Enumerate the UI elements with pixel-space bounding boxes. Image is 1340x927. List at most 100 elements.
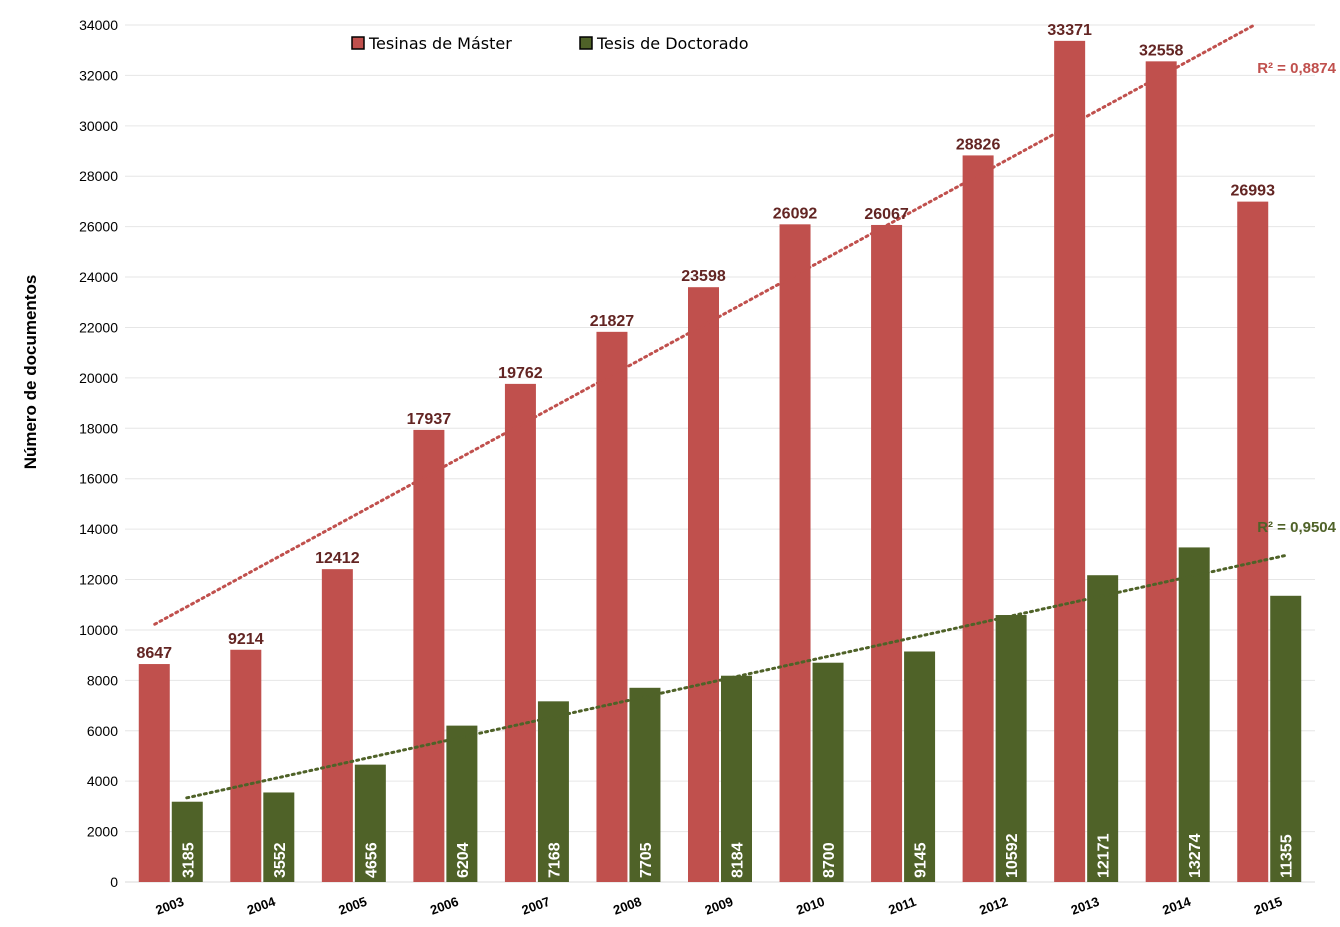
r2-label-master: R² = 0,8874 [1257, 60, 1336, 77]
y-tick-label: 30000 [79, 118, 118, 134]
legend-label-doctorado: Tesis de Doctorado [596, 34, 748, 53]
data-label-master-2015: 26993 [1230, 183, 1275, 200]
bar-master-2008 [596, 331, 628, 883]
legend-label-master: Tesinas de Máster [368, 34, 512, 53]
data-label-doctorado-2012: 10592 [1004, 833, 1021, 878]
legend: Tesinas de Máster Tesis de Doctorado [351, 34, 748, 53]
y-tick-label: 32000 [79, 67, 118, 83]
bar-doctorado-2014 [1178, 547, 1210, 882]
bar-doctorado-2015 [1270, 595, 1302, 882]
data-label-master-2013: 33371 [1047, 22, 1092, 39]
y-tick-label: 0 [110, 874, 118, 890]
y-tick-label: 18000 [79, 420, 118, 436]
trendlines [153, 24, 1287, 800]
y-tick-label: 6000 [87, 723, 118, 739]
trendline-master [153, 24, 1255, 626]
y-tick-label: 28000 [79, 168, 118, 184]
data-label-doctorado-2005: 4656 [363, 842, 380, 878]
bar-master-2013 [1054, 40, 1086, 883]
bar-master-2010 [779, 224, 811, 882]
bar-doctorado-2012 [995, 615, 1027, 882]
legend-swatch-doctorado [579, 36, 593, 50]
bar-master-2007 [504, 383, 536, 882]
data-label-doctorado-2011: 9145 [913, 842, 930, 878]
data-label-doctorado-2003: 3185 [180, 842, 197, 878]
x-tick-label: 2003 [153, 894, 185, 918]
bar-master-2009 [688, 287, 719, 882]
r2-label-doctorado: R² = 0,9504 [1257, 519, 1336, 536]
data-label-master-2005: 12412 [315, 550, 360, 567]
bar-master-2014 [1145, 61, 1177, 883]
bar-doctorado-2006 [446, 725, 478, 882]
y-tick-label: 24000 [79, 269, 118, 285]
data-label-master-2011: 26067 [864, 206, 909, 223]
y-tick-label: 10000 [79, 622, 118, 638]
data-label-master-2006: 17937 [407, 411, 452, 428]
data-label-master-2012: 28826 [956, 136, 1001, 153]
data-label-master-2010: 26092 [773, 205, 818, 222]
data-label-doctorado-2009: 8184 [730, 842, 747, 878]
y-tick-label: 16000 [79, 471, 118, 487]
y-axis: 0 2000 4000 6000 8000 10000 12000 14000 16000 180… [79, 17, 118, 890]
bar-doctorado-2011 [904, 651, 936, 882]
y-tick-label: 8000 [87, 672, 118, 688]
trendline-doctorado [185, 554, 1287, 800]
bar-master-2005 [321, 569, 353, 882]
x-tick-label: 2008 [611, 894, 643, 918]
x-tick-label: 2013 [1069, 894, 1101, 918]
legend-swatch-master [351, 36, 365, 50]
data-label-doctorado-2013: 12171 [1096, 833, 1113, 878]
bar-master-2004 [230, 649, 262, 882]
y-tick-label: 22000 [79, 319, 118, 335]
data-label-master-2008: 21827 [590, 313, 635, 330]
data-label-master-2014: 32558 [1139, 42, 1184, 59]
bar-doctorado-2004 [263, 792, 295, 882]
y-tick-label: 20000 [79, 370, 118, 386]
bar-doctorado-2009 [721, 675, 752, 882]
data-label-doctorado-2007: 7168 [546, 842, 563, 878]
bar-doctorado-2008 [629, 687, 661, 882]
data-label-doctorado-2006: 6204 [455, 842, 472, 878]
bar-doctorado-2010 [812, 662, 844, 882]
bar-doctorado-2003 [171, 801, 203, 882]
y-tick-label: 12000 [79, 572, 118, 588]
x-tick-label: 2014 [1160, 893, 1193, 917]
data-labels: 8647 3185 9214 3552 12412 4656 17937 6204 19762 7… [136, 22, 1295, 878]
x-tick-label: 2009 [703, 894, 735, 918]
x-tick-label: 2005 [337, 894, 369, 918]
x-tick-label: 2004 [245, 893, 278, 917]
data-label-master-2004: 9214 [228, 631, 264, 648]
y-tick-label: 34000 [79, 17, 118, 33]
bar-master-2015 [1237, 201, 1269, 882]
data-label-doctorado-2014: 13274 [1187, 833, 1204, 878]
x-tick-label: 2012 [977, 894, 1009, 918]
data-label-master-2009: 23598 [681, 268, 726, 285]
bar-doctorado-2005 [354, 764, 386, 882]
data-label-doctorado-2015: 11355 [1279, 834, 1296, 878]
y-tick-label: 4000 [87, 773, 118, 789]
data-label-doctorado-2008: 7705 [638, 842, 655, 878]
data-label-master-2003: 8647 [136, 645, 172, 662]
bar-doctorado-2007 [537, 701, 569, 882]
x-tick-label: 2007 [520, 894, 552, 918]
bar-doctorado-2013 [1087, 575, 1119, 882]
gridlines [125, 24, 1315, 883]
x-axis: 2003 2004 2005 2006 2007 2008 2009 2010 2011 2012… [153, 893, 1284, 917]
data-label-doctorado-2010: 8700 [821, 842, 838, 878]
bar-master-2006 [413, 429, 445, 882]
y-tick-label: 14000 [79, 521, 118, 537]
bar-master-2011 [871, 224, 903, 883]
x-tick-label: 2010 [794, 894, 826, 918]
bar-master-2003 [138, 664, 170, 882]
x-tick-label: 2011 [886, 894, 918, 918]
x-tick-label: 2015 [1252, 894, 1284, 918]
data-label-doctorado-2004: 3552 [272, 842, 289, 878]
bar-master-2012 [962, 155, 994, 883]
y-axis-label: Número de documentos [21, 275, 40, 470]
data-label-master-2007: 19762 [498, 365, 543, 382]
y-tick-label: 2000 [87, 824, 118, 840]
y-tick-label: 26000 [79, 219, 118, 235]
x-tick-label: 2006 [428, 894, 460, 918]
bars [138, 40, 1302, 883]
